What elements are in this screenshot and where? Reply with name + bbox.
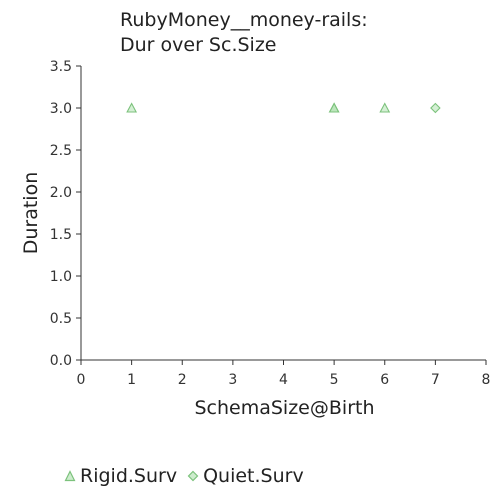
x-tick-label: 0 xyxy=(77,372,86,388)
x-tick-label: 4 xyxy=(279,372,288,388)
data-point-rigid-surv xyxy=(127,104,136,113)
x-axis-label: SchemaSize@Birth xyxy=(194,397,374,419)
legend-label-rigid-surv: Rigid.Surv xyxy=(80,465,177,487)
legend-item-quiet-surv: Quiet.Surv xyxy=(187,465,304,487)
y-axis-label: Duration xyxy=(20,172,42,255)
x-tick-label: 8 xyxy=(482,372,491,388)
y-tick-label: 0.5 xyxy=(50,311,72,327)
y-tick-label: 1.5 xyxy=(50,227,72,243)
legend: Rigid.Surv Quiet.Surv xyxy=(64,465,308,487)
data-point-quiet-surv xyxy=(431,104,440,113)
data-point-rigid-surv xyxy=(380,104,389,113)
x-tick-label: 7 xyxy=(431,372,440,388)
data-point-rigid-surv xyxy=(330,104,339,113)
legend-item-rigid-surv: Rigid.Surv xyxy=(64,465,177,487)
x-tick-label: 1 xyxy=(127,372,136,388)
legend-label-quiet-surv: Quiet.Surv xyxy=(203,465,304,487)
y-tick-label: 2.5 xyxy=(50,143,72,159)
y-tick-label: 3.0 xyxy=(50,101,72,117)
x-tick-label: 2 xyxy=(178,372,187,388)
triangle-marker-icon xyxy=(64,470,76,482)
y-tick-label: 2.0 xyxy=(50,185,72,201)
x-tick-label: 5 xyxy=(330,372,339,388)
y-tick-label: 1.0 xyxy=(50,269,72,285)
diamond-marker-icon xyxy=(187,470,199,482)
x-tick-label: 3 xyxy=(228,372,237,388)
y-tick-label: 3.5 xyxy=(50,59,72,75)
y-tick-label: 0.0 xyxy=(50,353,72,369)
x-tick-label: 6 xyxy=(380,372,389,388)
